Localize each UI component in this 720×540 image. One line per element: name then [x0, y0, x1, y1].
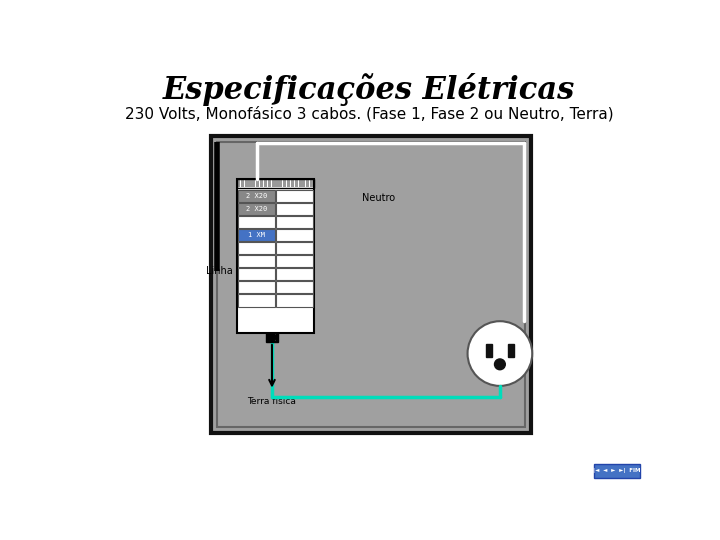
Bar — [269, 334, 275, 340]
Ellipse shape — [495, 359, 505, 370]
Bar — [252, 179, 256, 187]
Bar — [245, 179, 248, 187]
Bar — [276, 294, 312, 307]
Bar — [211, 137, 531, 433]
Bar — [238, 294, 275, 307]
Bar — [240, 179, 244, 187]
Bar — [264, 179, 267, 187]
Bar — [276, 202, 312, 215]
Text: Neutro: Neutro — [362, 193, 395, 203]
Bar — [237, 179, 314, 188]
Bar — [276, 281, 312, 294]
Bar — [217, 142, 526, 428]
Bar — [276, 255, 312, 267]
Bar — [276, 190, 312, 202]
Bar — [299, 179, 302, 187]
Text: 230 Volts, Monofásico 3 cabos. (Fase 1, Fase 2 ou Neutro, Terra): 230 Volts, Monofásico 3 cabos. (Fase 1, … — [125, 106, 613, 122]
Bar — [238, 281, 275, 294]
Bar — [594, 464, 640, 477]
Bar — [248, 179, 251, 187]
Text: 2 X20: 2 X20 — [246, 193, 267, 199]
Circle shape — [467, 321, 532, 386]
Bar — [238, 229, 275, 241]
Bar — [238, 202, 275, 215]
Text: 1 XM: 1 XM — [248, 232, 265, 238]
Bar — [238, 215, 275, 228]
Bar — [283, 179, 287, 187]
Bar — [279, 179, 282, 187]
Bar — [287, 179, 290, 187]
Bar — [268, 179, 271, 187]
Bar — [276, 179, 279, 187]
Bar — [238, 268, 275, 280]
Text: Linha: Linha — [206, 266, 233, 276]
Bar — [237, 179, 240, 187]
Circle shape — [268, 334, 276, 341]
Bar — [238, 190, 275, 202]
Text: Especificações Elétricas: Especificações Elétricas — [163, 73, 575, 106]
Bar — [256, 179, 259, 187]
Bar — [238, 242, 275, 254]
Bar — [302, 179, 305, 187]
Bar — [310, 179, 313, 187]
Bar — [276, 215, 312, 228]
Bar — [260, 179, 263, 187]
Bar — [306, 179, 310, 187]
Bar — [276, 242, 312, 254]
Bar — [276, 268, 312, 280]
Bar — [508, 343, 514, 357]
Bar — [276, 229, 312, 241]
Bar — [271, 179, 274, 187]
Bar — [294, 179, 298, 187]
Bar — [237, 179, 314, 333]
Text: 2 X20: 2 X20 — [246, 206, 267, 212]
Bar — [291, 179, 294, 187]
Bar — [238, 255, 275, 267]
Bar — [266, 333, 278, 342]
Text: |◄  ◄  ►  ►|  FIM: |◄ ◄ ► ►| FIM — [593, 468, 641, 473]
Text: Terra física: Terra física — [248, 397, 297, 406]
Bar — [486, 343, 492, 357]
